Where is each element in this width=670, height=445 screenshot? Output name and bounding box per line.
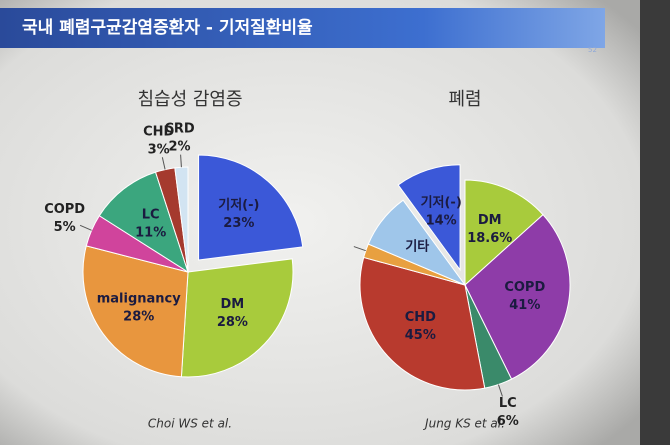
leader-line (497, 384, 503, 397)
pie-slice (397, 164, 461, 272)
slice-label: LC (142, 207, 160, 222)
value-label: 28% (123, 309, 154, 324)
value-label: 6% (497, 414, 519, 429)
slice-label: 기타 (405, 239, 429, 255)
pie-slice (174, 166, 189, 273)
pie-slice (464, 179, 544, 287)
value-label: 28% (217, 315, 248, 330)
pie-slice (367, 199, 467, 287)
slice-label: DM (478, 213, 502, 228)
value-label: 45% (405, 328, 436, 343)
value-label: 2% (169, 139, 191, 154)
value-label: 5% (54, 220, 76, 235)
value-label: 41% (509, 298, 540, 313)
page-number: 52 (588, 46, 597, 54)
value-label: 3% (148, 142, 170, 157)
slice-label: COPD (504, 280, 545, 295)
slice-label: 기저(-) (218, 198, 259, 213)
value-label: 18.6% (467, 231, 512, 246)
slice-label: CHD (405, 310, 436, 325)
source: Jung KS et al. (423, 417, 505, 431)
value-label: 11% (135, 225, 166, 240)
slice-label: 기저(-) (421, 195, 462, 210)
slice-label: DM (221, 297, 245, 312)
title-bar (0, 8, 605, 48)
value-label: 23% (223, 216, 254, 231)
slice-label: CRD (164, 121, 195, 136)
slice-label: COPD (44, 202, 85, 217)
slice-label: malignancy (97, 291, 182, 306)
slice-label: CHD (143, 124, 174, 139)
pie-slice (198, 154, 304, 261)
value-label: 14% (426, 213, 457, 228)
chart-title: 침습성 감염증 (137, 89, 242, 110)
slice-label: LC (499, 396, 517, 411)
leader-line (79, 224, 92, 231)
leader-line (161, 157, 166, 170)
slide-title: 국내 폐렴구균감염증환자 - 기저질환비율 (22, 17, 313, 38)
leader-line (353, 246, 366, 252)
pie-slice (180, 258, 294, 378)
leader-line (180, 154, 182, 168)
source: Choi WS et al. (148, 417, 232, 431)
chart-title: 폐렴 (448, 89, 481, 110)
pie-slice (98, 171, 189, 274)
pie-slice (82, 245, 189, 378)
pie-slice (359, 256, 486, 391)
